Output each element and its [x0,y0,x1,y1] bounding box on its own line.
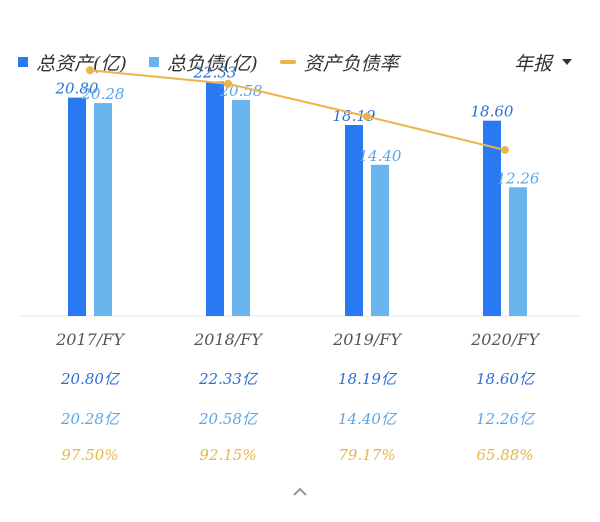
label-assets-1: 22.33 [193,64,237,82]
table-cell-liabilities: 20.58亿 [199,410,257,428]
table-cell-liabilities: 20.28亿 [61,410,119,428]
ratio-point-3 [501,145,509,154]
bar-liabilities-3 [509,187,527,316]
bar-liabilities-0 [94,103,112,316]
period-selector[interactable]: 年报 [514,47,572,77]
chevron-up-icon[interactable] [288,480,312,504]
legend-item-liabilities[interactable]: 总负债(亿) [148,49,258,76]
liabilities-swatch [148,57,159,67]
table-cell-year: 2017/FY [56,330,124,349]
bar-assets-1 [206,81,224,316]
label-assets-3: 18.60 [471,103,514,121]
ratio-point-2 [363,112,371,121]
table-row-assets: 20.80亿 22.33亿 18.19亿 18.60亿 [0,368,600,398]
table-cell-liabilities: 14.40亿 [338,410,396,428]
label-liabilities-0: 20.28 [81,85,125,103]
table-cell-liabilities: 12.26亿 [476,410,534,428]
period-selector-label: 年报 [513,52,552,75]
ratio-swatch [279,60,296,64]
table-cell-year: 2018/FY [194,330,262,349]
assets-swatch [18,57,28,67]
label-assets-0: 20.80 [55,80,99,98]
legend-item-assets[interactable]: 总资产(亿) [18,49,127,76]
table-cell-assets: 22.33亿 [199,370,257,388]
table-cell-assets: 18.19亿 [338,370,396,388]
ratio-point-0 [86,66,94,75]
table-cell-assets: 18.60亿 [476,370,534,388]
table-cell-assets: 20.80亿 [61,370,119,388]
legend-liabilities-label: 总负债(亿) [166,52,258,75]
table-row-liabilities: 20.28亿 20.58亿 14.40亿 12.26亿 [0,408,600,438]
bar-assets-2 [345,125,363,316]
label-liabilities-2: 14.40 [359,147,402,165]
label-liabilities-3: 12.26 [497,169,540,187]
table-cell-ratio: 97.50% [61,446,119,464]
bar-liabilities-2 [371,164,389,316]
bar-liabilities-1 [232,99,250,316]
table-cell-year: 2020/FY [471,330,539,349]
ratio-line [89,69,506,151]
caret-down-icon [562,59,572,65]
chart-legend: 总资产(亿) 总负债(亿) 资产负债率 [18,47,582,77]
table-cell-year: 2019/FY [333,330,401,349]
bar-assets-0 [68,97,86,316]
table-cell-ratio: 92.15% [199,446,257,464]
table-cell-ratio: 65.88% [476,446,534,464]
legend-assets-label: 总资产(亿) [36,52,127,75]
ratio-point-1 [224,79,232,88]
legend-item-ratio[interactable]: 资产负债率 [279,49,399,76]
table-row-ratio: 97.50% 92.15% 79.17% 65.88% [0,446,600,476]
table-row-year: 2017/FY 2018/FY 2019/FY 2020/FY [0,330,600,360]
legend-ratio-label: 资产负债率 [303,52,399,75]
table-cell-ratio: 79.17% [338,446,396,464]
bar-assets-3 [483,120,501,316]
